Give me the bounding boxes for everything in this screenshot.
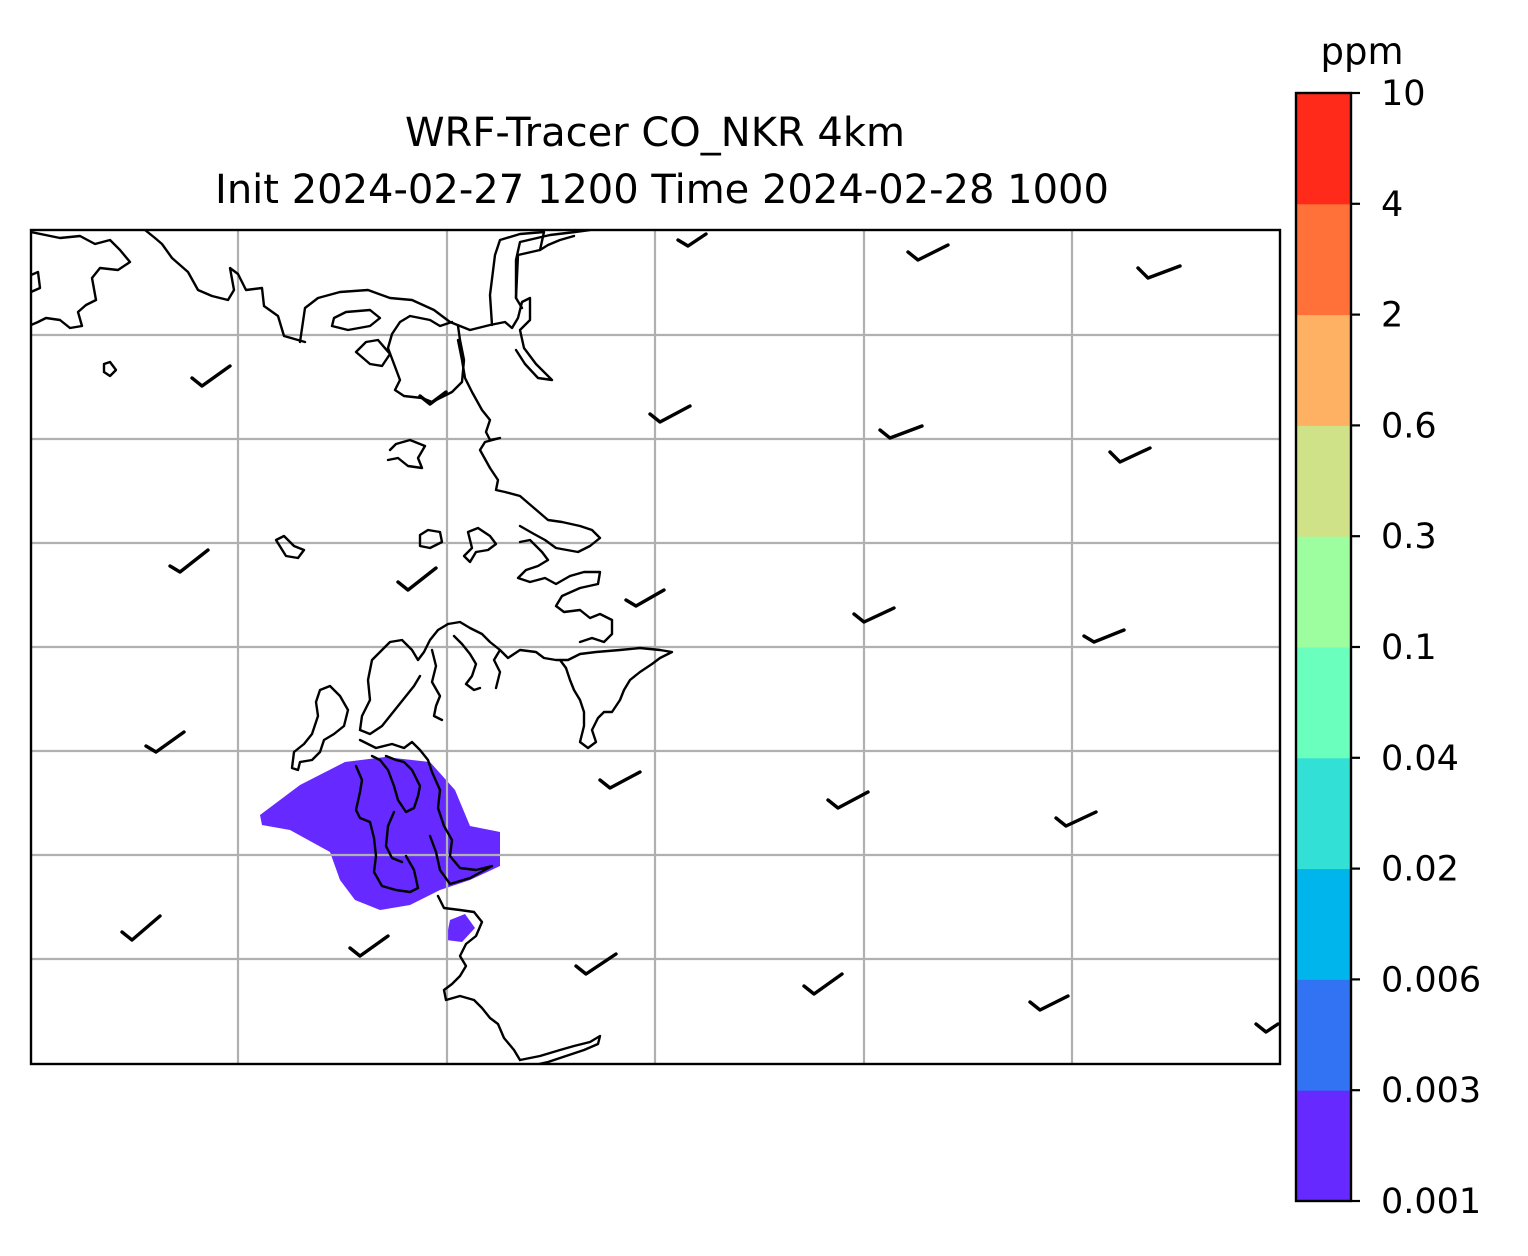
- colorbar-band-0: [1296, 1090, 1351, 1202]
- wind-barb-icon: [624, 588, 666, 608]
- colorbar-tick-label: 0.006: [1381, 960, 1481, 1000]
- colorbar-band-4: [1296, 647, 1351, 759]
- colorbar-bands: [1296, 93, 1351, 1202]
- colorbar-band-2: [1296, 868, 1351, 980]
- coastlines: [31, 230, 674, 1064]
- wind-barb-icon: [120, 914, 162, 942]
- wind-barb-icon: [144, 730, 186, 754]
- wind-barb-icon: [1136, 264, 1182, 280]
- wind-barb-icon: [190, 364, 232, 388]
- colorbar-tick-label: 2: [1381, 296, 1403, 336]
- colorbar-tick-label: 0.02: [1381, 850, 1459, 890]
- wind-barb-icon: [852, 606, 896, 624]
- wind-barb-icon: [418, 390, 448, 406]
- colorbar-unit-label: ppm: [1320, 30, 1403, 73]
- colorbar-tick-label: 10: [1381, 74, 1426, 114]
- wind-barb-icon: [802, 972, 844, 996]
- wind-barb-icon: [676, 232, 708, 248]
- wind-barb-icon: [396, 566, 438, 592]
- wind-barbs: [120, 232, 1280, 1034]
- wind-barb-icon: [1254, 1022, 1280, 1034]
- colorbar-ticks: 0.001 0.003 0.006 0.02 0.04 0.1 0.3 0.6 2 4 10: [1351, 74, 1481, 1222]
- wind-barb-icon: [598, 770, 642, 790]
- colorbar-tick-label: 0.3: [1381, 517, 1437, 557]
- colorbar-tick-label: 0.003: [1381, 1071, 1481, 1111]
- wind-barb-icon: [574, 952, 618, 976]
- wind-barb-icon: [1054, 810, 1098, 828]
- wind-barb-icon: [648, 404, 692, 424]
- wind-barb-icon: [168, 548, 210, 574]
- wind-barb-icon: [1028, 994, 1070, 1012]
- wind-barb-icon: [826, 790, 870, 810]
- gridlines: [31, 230, 1280, 1064]
- colorbar-tick-label: 0.6: [1381, 406, 1437, 446]
- colorbar: ppm 0.001 0.003 0.006 0.02 0.04 0.1 0.3 0.6 2 4 10: [1294, 30, 1481, 1222]
- colorbar-band-7: [1296, 314, 1351, 426]
- colorbar-tick-label: 0.04: [1381, 739, 1459, 779]
- map-panel: [29, 228, 1282, 1066]
- wind-barb-icon: [1108, 446, 1152, 464]
- tracer-plume: [260, 757, 500, 910]
- map-frame: [29, 228, 1282, 1066]
- colorbar-tick-label: 0.001: [1381, 1182, 1481, 1222]
- colorbar-band-6: [1296, 425, 1351, 537]
- wind-barb-icon: [1082, 628, 1126, 644]
- tracer-plume-small: [446, 914, 475, 942]
- colorbar-band-9: [1296, 93, 1351, 205]
- colorbar-band-1: [1296, 979, 1351, 1091]
- title-line-1: WRF-Tracer CO_NKR 4km: [405, 110, 905, 156]
- colorbar-tick-label: 0.1: [1381, 628, 1437, 668]
- colorbar-band-8: [1296, 203, 1351, 316]
- wind-barb-icon: [906, 243, 950, 262]
- title-line-2: Init 2024-02-27 1200 Time 2024-02-28 100…: [215, 167, 1109, 213]
- colorbar-tick-label: 4: [1381, 185, 1403, 225]
- wind-barb-icon: [348, 934, 390, 958]
- colorbar-band-3: [1296, 757, 1351, 870]
- wind-barb-icon: [878, 424, 924, 440]
- colorbar-band-5: [1296, 536, 1351, 648]
